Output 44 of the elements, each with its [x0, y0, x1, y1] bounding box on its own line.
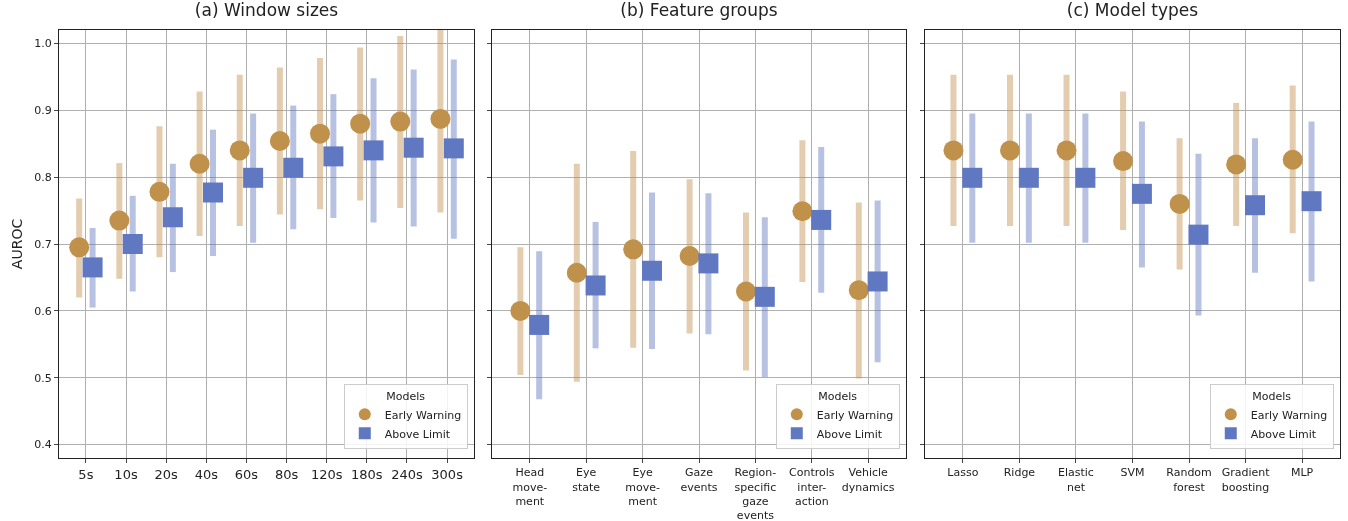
y-tick-label: 0.7 — [34, 237, 52, 251]
chart-title: (a) Window sizes — [194, 0, 339, 20]
x-tick-label: Gradient boosting — [1221, 466, 1271, 494]
y-tick-label: 0.4 — [34, 438, 52, 452]
x-tick-label: 60s — [234, 466, 259, 482]
x-tick-label: 300s — [431, 466, 464, 482]
chart-title: (b) Feature groups — [620, 0, 778, 20]
legend-label: Early Warning — [1250, 408, 1328, 422]
x-tick-label: Eye move- ment — [625, 466, 660, 508]
x-tick-label: Head move- ment — [512, 466, 548, 508]
legend-title: Models — [1252, 389, 1292, 403]
x-tick-label: Eye state — [572, 466, 601, 494]
x-tick-label: 80s — [274, 466, 299, 482]
chart-title: (c) Model types — [1066, 0, 1199, 20]
x-tick-label: 5s — [78, 466, 94, 482]
x-tick-label: Vehicle dynamics — [841, 466, 895, 494]
y-axis-title: AUROC — [8, 218, 25, 270]
y-tick-label: 0.9 — [34, 104, 52, 118]
legend-title: Models — [386, 389, 426, 403]
y-tick-label: 0.8 — [34, 170, 52, 184]
x-tick-label: 240s — [391, 466, 423, 482]
x-tick-label: 120s — [310, 466, 343, 482]
x-tick-label: 10s — [114, 466, 138, 482]
x-tick-label: Ridge — [1003, 466, 1036, 480]
x-tick-label: 180s — [351, 466, 383, 482]
legend-label: Above Limit — [1250, 427, 1317, 441]
y-tick-label: 1.0 — [34, 37, 52, 51]
y-tick-label: 0.5 — [34, 371, 52, 385]
x-tick-label: Gaze events — [680, 466, 718, 494]
legend-label: Early Warning — [816, 408, 894, 422]
x-tick-label: Elastic net — [1058, 466, 1094, 494]
x-tick-label: Region- specific gaze events — [734, 466, 777, 521]
legend-label: Early Warning — [384, 408, 462, 422]
x-tick-label: MLP — [1290, 466, 1314, 480]
legend-label: Above Limit — [816, 427, 883, 441]
x-tick-label: 40s — [194, 466, 219, 482]
legend-title: Models — [818, 389, 858, 403]
x-tick-label: SVM — [1120, 466, 1145, 480]
x-tick-label: 20s — [154, 466, 179, 482]
x-tick-label: Random forest — [1166, 466, 1212, 494]
legend-label: Above Limit — [384, 427, 451, 441]
x-tick-label: Lasso — [947, 466, 979, 480]
x-tick-label: Controls inter- action — [789, 466, 835, 508]
y-tick-label: 0.6 — [34, 304, 52, 318]
